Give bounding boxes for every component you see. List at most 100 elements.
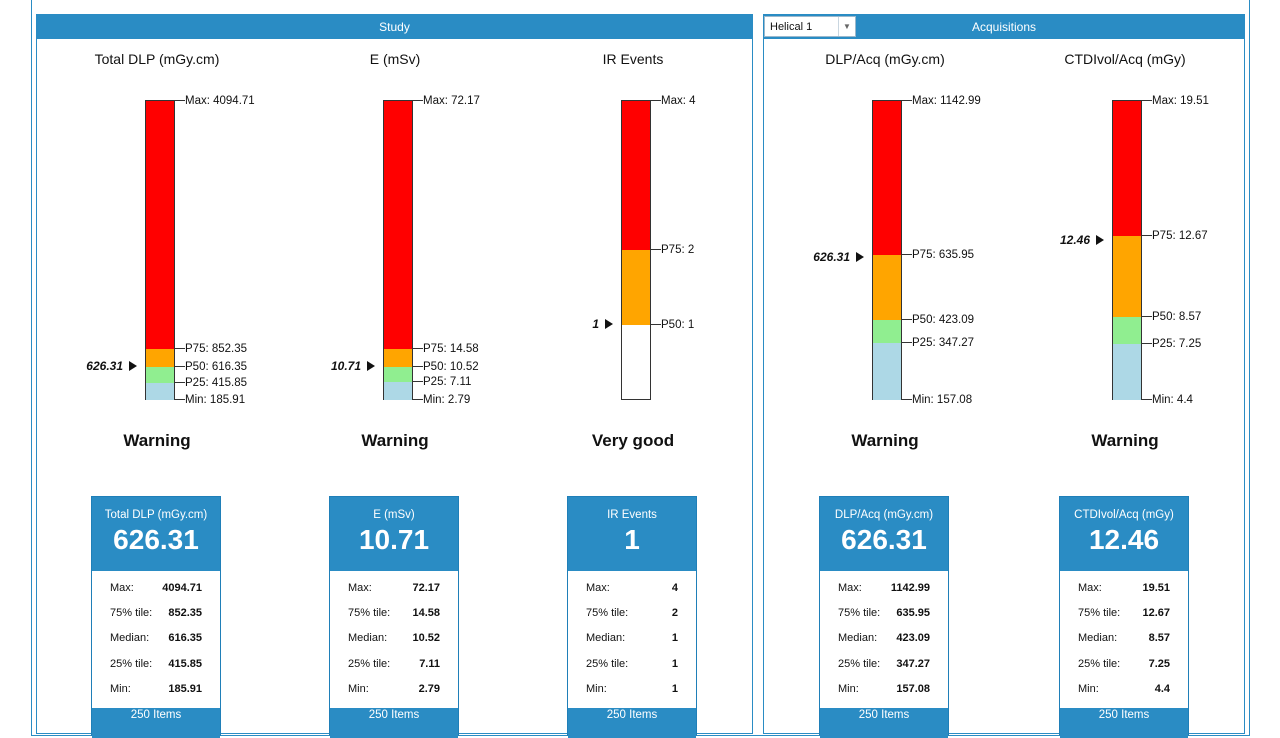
summary-card-ctdivol-acq: CTDIvol/Acq (mGy) 12.46 Max: 19.51 75% tile:… xyxy=(1059,496,1189,738)
card-footer-count: 250 Items xyxy=(568,708,696,738)
card-row-label: Median: xyxy=(838,632,878,644)
card-row: 25% tile: 7.25 xyxy=(1060,658,1188,672)
card-row-label: Max: xyxy=(586,582,610,594)
tick-label-p50: P50: 616.35 xyxy=(185,361,248,373)
metric-title-total-dlp: Total DLP (mGy.cm) xyxy=(94,51,220,67)
pointer-arrow-icon xyxy=(1096,235,1104,245)
card-row-value: 415.85 xyxy=(168,658,202,670)
tick-label-min: Min: 157.08 xyxy=(912,394,973,406)
card-value: 626.31 xyxy=(841,524,927,555)
card-row-label: Median: xyxy=(348,632,388,644)
tick-min xyxy=(902,399,912,400)
card-row: 75% tile: 14.58 xyxy=(330,607,458,621)
card-header: Total DLP (mGy.cm) 626.31 xyxy=(92,497,220,571)
card-row-value: 1 xyxy=(671,683,678,695)
study-panel-title: Study xyxy=(379,20,410,34)
tick-max xyxy=(175,100,185,101)
metric-title-effective-dose: E (mSv) xyxy=(369,51,421,67)
tick-label-p25: P25: 415.85 xyxy=(185,377,248,389)
card-value: 626.31 xyxy=(113,524,199,555)
summary-card-effective-dose: E (mSv) 10.71 Max: 72.17 75% tile: 14.58 Media… xyxy=(329,496,459,738)
card-row-value: 1142.99 xyxy=(890,582,930,594)
card-row-label: Min: xyxy=(110,683,131,695)
gauge-segment-red xyxy=(1113,101,1141,236)
gauge-total-dlp xyxy=(145,100,175,400)
tick-label-p25: P25: 7.25 xyxy=(1152,338,1202,350)
card-row-label: Min: xyxy=(1078,683,1099,695)
card-row-value: 423.09 xyxy=(896,632,930,644)
card-row-value: 2 xyxy=(671,607,678,619)
card-title: Total DLP (mGy.cm) xyxy=(104,509,208,521)
card-row-label: 75% tile: xyxy=(586,607,629,619)
card-footer-count: 250 Items xyxy=(330,708,458,738)
card-row: Median: 10.52 xyxy=(330,632,458,646)
gauge-ctdivol-acq xyxy=(1112,100,1142,400)
tick-max xyxy=(902,100,912,101)
summary-card-dlp-acq: DLP/Acq (mGy.cm) 626.31 Max: 1142.99 75% til… xyxy=(819,496,949,738)
card-row-label: 75% tile: xyxy=(838,607,881,619)
tick-label-max: Max: 1142.99 xyxy=(912,95,981,107)
tick-label-p75: P75: 14.58 xyxy=(423,343,479,355)
tick-min xyxy=(175,399,185,400)
card-row-value: 616.35 xyxy=(168,632,202,644)
tick-min xyxy=(413,399,423,400)
tick-p50 xyxy=(175,366,185,367)
tick-p75 xyxy=(651,249,661,250)
card-row: Min: 2.79 xyxy=(330,683,458,697)
chevron-down-icon[interactable]: ▼ xyxy=(838,17,855,36)
tick-p25 xyxy=(175,382,185,383)
card-row: Max: 72.17 xyxy=(330,582,458,596)
study-panel-header: Study xyxy=(37,15,752,39)
status-dlp-acq: Warning xyxy=(851,431,919,450)
card-row-value: 4.4 xyxy=(1154,683,1170,695)
metric-title-ir-events: IR Events xyxy=(602,51,664,67)
tick-label-p25: P25: 347.27 xyxy=(912,337,975,349)
card-header: E (mSv) 10.71 xyxy=(330,497,458,571)
card-row: 25% tile: 415.85 xyxy=(92,658,220,672)
tick-max xyxy=(413,100,423,101)
gauge-segment-red xyxy=(622,101,650,250)
tick-label-max: Max: 72.17 xyxy=(423,95,480,107)
card-title: CTDIvol/Acq (mGy) xyxy=(1074,509,1174,521)
tick-min xyxy=(1142,399,1152,400)
card-row-label: 25% tile: xyxy=(838,658,881,670)
card-row: Min: 1 xyxy=(568,683,696,697)
card-title: DLP/Acq (mGy.cm) xyxy=(834,509,934,521)
gauge-dlp-acq xyxy=(872,100,902,400)
tick-p50 xyxy=(902,319,912,320)
card-row-value: 7.25 xyxy=(1148,658,1170,670)
card-row-label: Max: xyxy=(838,582,862,594)
card-row: Median: 1 xyxy=(568,632,696,646)
card-footer-count: 250 Items xyxy=(92,708,220,738)
card-row-value: 347.27 xyxy=(896,658,930,670)
tick-label-min: Min: 4.4 xyxy=(1152,394,1193,406)
card-row-label: 75% tile: xyxy=(1078,607,1121,619)
card-row-label: 25% tile: xyxy=(586,658,629,670)
card-value: 1 xyxy=(624,524,640,555)
tick-max xyxy=(1142,100,1152,101)
card-value: 10.71 xyxy=(358,524,430,555)
tick-label-p75: P75: 635.95 xyxy=(912,249,975,261)
status-ctdivol-acq: Warning xyxy=(1091,431,1159,450)
card-title: IR Events xyxy=(607,509,657,521)
summary-card-ir-events: IR Events 1 Max: 4 75% tile: 2 Median: 1 25% til… xyxy=(567,496,697,738)
card-row-value: 1 xyxy=(671,658,678,670)
gauge-segment-green xyxy=(1113,317,1141,344)
card-row-label: Median: xyxy=(1078,632,1118,644)
tick-p25 xyxy=(1142,343,1152,344)
acquisition-select-value: Helical 1 xyxy=(770,20,813,33)
gauge-segment-orange xyxy=(146,349,174,367)
status-ir-events: Very good xyxy=(591,431,675,450)
card-row: Median: 423.09 xyxy=(820,632,948,646)
gauge-segment-green xyxy=(384,367,412,382)
tick-max xyxy=(651,100,661,101)
gauge-segment-green xyxy=(146,367,174,383)
card-value: 12.46 xyxy=(1088,524,1160,555)
tick-label-max: Max: 4 xyxy=(661,95,696,107)
card-row: Median: 616.35 xyxy=(92,632,220,646)
card-row-value: 157.08 xyxy=(896,683,930,695)
acquisition-select[interactable]: Helical 1 ▼ xyxy=(764,16,856,37)
gauge-segment-lightblue xyxy=(1113,344,1141,400)
gauge-effective-dose xyxy=(383,100,413,400)
acquisitions-panel-title: Acquisitions xyxy=(971,20,1037,34)
